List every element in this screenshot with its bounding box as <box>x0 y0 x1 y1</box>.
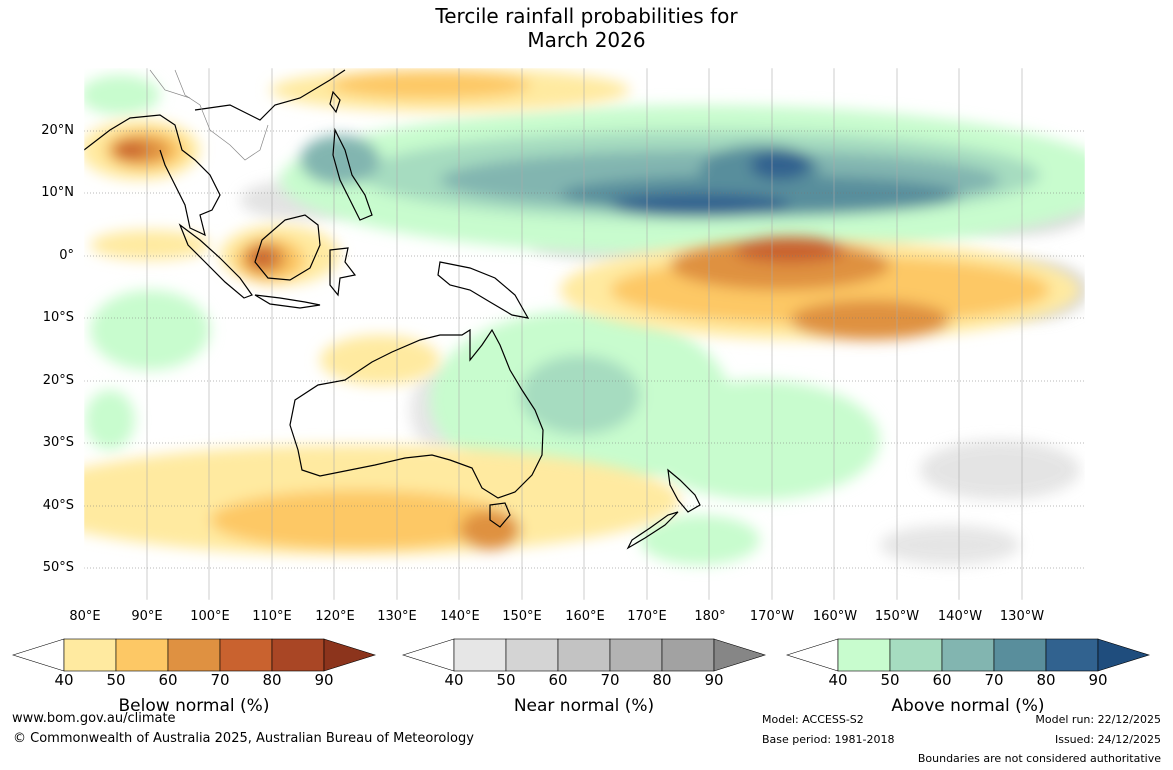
lat-label: 40°S <box>42 498 74 513</box>
title-line-1: Tercile rainfall probabilities for <box>435 4 738 28</box>
new-zealand-south-coastline <box>626 511 679 550</box>
title-line-2: March 2026 <box>527 28 646 52</box>
taiwan-coastline <box>329 90 341 114</box>
lon-label: 80°E <box>69 609 101 624</box>
australia-coastline <box>289 328 544 499</box>
above-tick: 80 <box>1036 671 1056 689</box>
borneo-coastline <box>254 214 321 281</box>
near-tick: 50 <box>496 671 516 689</box>
lon-label: 180° <box>694 609 726 624</box>
lon-label: 130°E <box>377 609 417 624</box>
sulawesi-coastline <box>329 247 357 297</box>
below-normal-label: Below normal (%) <box>118 696 270 716</box>
above-tick: 70 <box>984 671 1004 689</box>
near-tick: 90 <box>704 671 724 689</box>
above-tick: 40 <box>828 671 848 689</box>
above-tick: 90 <box>1088 671 1108 689</box>
lon-label: 170°E <box>627 609 667 624</box>
model-run-date: Model run: 22/12/2025 <box>1035 713 1161 726</box>
graticule <box>84 130 1085 569</box>
lon-label: 90°E <box>131 609 163 624</box>
below-tick: 60 <box>158 671 178 689</box>
lat-label: 20°S <box>42 373 74 388</box>
lat-label: 30°S <box>42 435 74 450</box>
issued-date: Issued: 24/12/2025 <box>1054 733 1161 746</box>
lon-label: 150°E <box>502 609 542 624</box>
probability-shading <box>84 68 1085 565</box>
near-tick: 40 <box>444 671 464 689</box>
below-tick: 70 <box>210 671 230 689</box>
lon-label: 100°E <box>190 609 230 624</box>
below-tick: 90 <box>314 671 334 689</box>
asia-mainland-coastline <box>84 69 346 237</box>
boundaries-disclaimer: Boundaries are not considered authoritat… <box>917 752 1161 765</box>
copyright-text: © Commonwealth of Australia 2025, Austra… <box>13 731 474 746</box>
above-normal-colorbar <box>785 638 1151 672</box>
colorbars <box>11 638 1151 672</box>
lon-label: 160°W <box>812 609 858 624</box>
bom-url-link[interactable]: www.bom.gov.au/climate <box>12 711 176 726</box>
probability-map <box>83 67 1086 601</box>
lat-label: 10°N <box>41 185 74 200</box>
lat-label: 0° <box>59 248 74 263</box>
above-tick: 50 <box>880 671 900 689</box>
near-normal-label: Near normal (%) <box>513 696 655 716</box>
new-zealand-north-coastline <box>667 468 701 513</box>
below-tick: 50 <box>106 671 126 689</box>
lon-label: 170°W <box>749 609 795 624</box>
near-tick: 80 <box>652 671 672 689</box>
above-normal-label: Above normal (%) <box>891 696 1045 716</box>
lat-label: 10°S <box>42 310 74 325</box>
new-guinea-coastline <box>437 261 530 319</box>
below-tick: 40 <box>54 671 74 689</box>
lon-label: 150°W <box>874 609 920 624</box>
java-coastline <box>254 294 321 309</box>
coastlines <box>84 69 701 550</box>
meridians <box>146 68 1023 600</box>
tasmania-coastline <box>489 502 511 528</box>
map-title: Tercile rainfall probabilities for March… <box>0 4 1173 52</box>
near-tick: 60 <box>548 671 568 689</box>
model-name: Model: ACCESS-S2 <box>762 713 864 726</box>
near-normal-colorbar <box>401 638 767 672</box>
near-tick: 70 <box>600 671 620 689</box>
lon-label: 160°E <box>565 609 605 624</box>
lon-label: 140°E <box>440 609 480 624</box>
lon-label: 120°E <box>315 609 355 624</box>
below-normal-colorbar <box>11 638 377 672</box>
philippines-coastline <box>332 127 373 221</box>
base-period: Base period: 1981-2018 <box>762 733 895 746</box>
country-borders <box>149 69 269 161</box>
lon-label: 140°W <box>937 609 983 624</box>
lon-label: 110°E <box>252 609 292 624</box>
above-tick: 60 <box>932 671 952 689</box>
sumatra-coastline <box>178 223 253 299</box>
lon-label: 130°W <box>999 609 1045 624</box>
below-tick: 80 <box>262 671 282 689</box>
lat-label: 50°S <box>42 560 74 575</box>
lat-label: 20°N <box>41 123 74 138</box>
